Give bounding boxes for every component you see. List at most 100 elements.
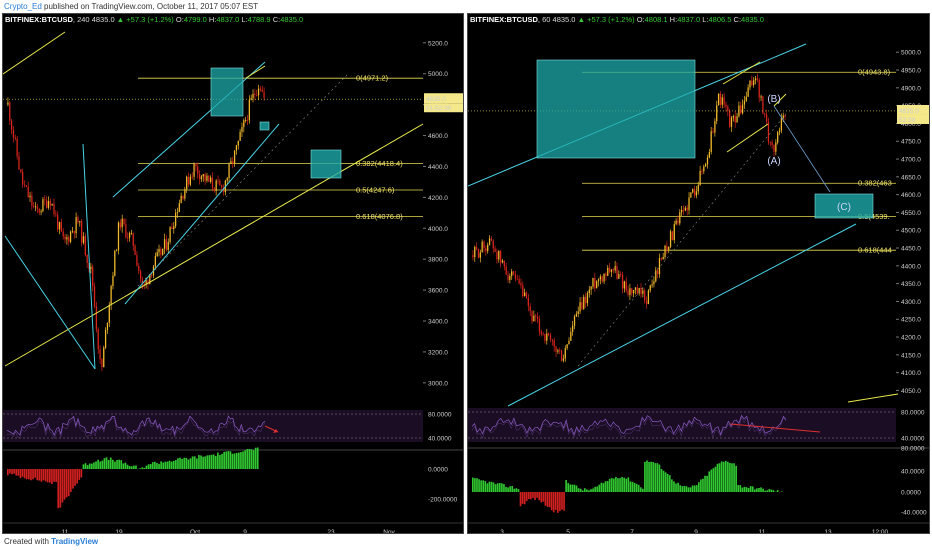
macd-bar — [565, 479, 567, 492]
macd-bar — [145, 465, 148, 469]
macd-bar — [673, 481, 675, 492]
candle-body — [119, 222, 121, 228]
macd-bar — [490, 481, 493, 492]
macd-bar — [78, 469, 81, 480]
candle-body — [503, 260, 505, 267]
candle-body — [95, 306, 98, 330]
candle-body — [527, 297, 529, 307]
macd-bar — [72, 469, 74, 489]
candle-body — [12, 129, 15, 138]
candle-body — [117, 222, 120, 251]
candle-body — [217, 180, 219, 182]
macd-bar — [200, 455, 202, 469]
macd-bar — [105, 457, 108, 469]
wave-label-c: (C) — [837, 202, 851, 213]
macd-tick-label: 0.0000 — [901, 490, 921, 497]
macd-bar — [76, 469, 78, 484]
candle-body — [116, 250, 118, 251]
macd-bar — [212, 454, 215, 469]
macd-bar — [235, 452, 238, 469]
y-tick-label: 3400.0 — [428, 319, 448, 326]
macd-bar — [93, 462, 95, 469]
candle-body — [512, 271, 515, 275]
y-tick-label: 4950.0 — [901, 68, 921, 75]
macd-bar — [25, 469, 28, 480]
candle-body — [649, 285, 651, 291]
macd-bar — [727, 461, 729, 492]
macd-bar — [693, 485, 696, 492]
candle-body — [20, 169, 22, 172]
macd-bar — [683, 486, 686, 492]
candle-body — [263, 91, 265, 99]
candle-body — [701, 170, 703, 172]
macd-bar — [476, 478, 478, 492]
chart-panel-right[interactable]: BITFINEX:BTCUSD, 60 4835.0 ▲ +57.3 (+1.2… — [467, 13, 930, 534]
candle-body — [226, 178, 228, 181]
candle-body — [673, 224, 675, 240]
chart-svg-left[interactable]: 5200.05000.04800.04600.04400.04200.04000… — [3, 14, 464, 534]
candle-body — [564, 348, 566, 359]
macd-bar — [635, 483, 638, 492]
macd-bar — [128, 466, 131, 469]
last-price: 4835.0 — [91, 15, 115, 24]
candle-body — [760, 96, 762, 98]
candle-body — [531, 311, 533, 322]
candle-body — [579, 302, 581, 312]
macd-tick-label: 40.0000 — [901, 469, 925, 476]
macd-bar — [46, 469, 49, 483]
candle-body — [655, 270, 657, 282]
macd-tick-label: 80.0000 — [901, 446, 925, 453]
macd-bar — [579, 488, 582, 492]
macd-bar — [664, 472, 667, 492]
candle-body — [784, 115, 786, 117]
candle-body — [178, 203, 180, 213]
macd-bar — [179, 457, 181, 469]
macd-bar — [505, 486, 507, 492]
macd-bar — [681, 486, 684, 492]
candle-body — [47, 201, 50, 208]
macd-bar — [223, 451, 225, 469]
y-tick-label: 3000.0 — [428, 380, 448, 387]
candle-body — [488, 238, 491, 246]
last-price: 4835.0 — [552, 15, 576, 24]
candle-body — [184, 189, 186, 199]
candle-body — [555, 346, 557, 352]
macd-bar — [633, 482, 636, 492]
macd-bar — [133, 465, 135, 469]
candle-body — [597, 279, 600, 282]
candle-body — [601, 276, 603, 282]
candle-body — [108, 304, 110, 323]
candle-body — [607, 267, 609, 276]
macd-bar — [91, 463, 93, 469]
y-tick-label: 4050.0 — [901, 388, 921, 395]
macd-bar — [586, 489, 588, 492]
candle-body — [36, 206, 39, 210]
macd-bar — [735, 465, 737, 492]
channel-lower — [124, 123, 280, 305]
chart-panel-left[interactable]: BITFINEX:BTCUSD, 240 4835.0 ▲ +57.3 (+1.… — [2, 13, 464, 534]
author-link[interactable]: Crypto_Ed — [4, 2, 42, 11]
y-tick-label: 4400.0 — [901, 263, 921, 270]
tradingview-logo[interactable]: TradingView — [51, 537, 99, 546]
rsi-tick-label: 40.0000 — [428, 436, 452, 443]
candle-body — [151, 274, 153, 276]
candle-body — [213, 187, 215, 191]
rsi-line — [471, 414, 787, 436]
candle-body — [520, 283, 522, 286]
candle-body — [14, 137, 16, 139]
macd-bar — [575, 485, 578, 492]
macd-bar — [772, 490, 775, 492]
candle-body — [90, 266, 92, 269]
candle-body — [256, 94, 258, 96]
candle-body — [732, 116, 735, 118]
x-tick-label: 19 — [115, 529, 123, 534]
macd-bar — [718, 463, 721, 492]
candle-body — [664, 245, 666, 258]
chart-svg-right[interactable]: 5000.04950.04900.04850.04800.04750.04700… — [468, 14, 930, 534]
candle-body — [734, 116, 736, 123]
y-tick-label: 4450.0 — [901, 246, 921, 253]
change-label: +57.3 (+1.2%) — [587, 15, 635, 24]
macd-bar — [650, 461, 652, 492]
candle-body — [219, 180, 221, 186]
candle-body — [540, 331, 542, 334]
